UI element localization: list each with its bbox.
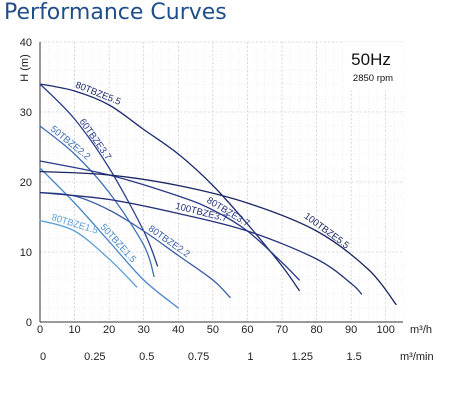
data-point-1 [73, 118, 76, 120]
data-point-4 [136, 286, 138, 288]
data-point-0 [212, 184, 214, 187]
x2-axis-label: m³/min [400, 351, 434, 363]
x-tick-label: 10 [68, 324, 80, 336]
x2-tick-label: 1.5 [346, 351, 361, 363]
data-point-0 [246, 223, 249, 225]
data-point-8 [108, 174, 110, 176]
x2-tick-label: 0.5 [139, 351, 154, 363]
y-tick-label: 10 [20, 247, 32, 259]
x-tick-label: 0 [37, 324, 43, 336]
data-point-6 [39, 160, 41, 162]
x2-tick-label: 0.25 [84, 351, 105, 363]
data-point-4 [73, 230, 76, 232]
data-point-7 [39, 191, 41, 194]
x-tick-label: 40 [172, 324, 184, 336]
x-tick-label: 50 [207, 324, 219, 336]
data-point-1 [39, 83, 41, 85]
data-point-6 [281, 261, 283, 264]
data-point-4 [39, 219, 41, 222]
x-tick-label: 90 [345, 324, 357, 336]
page-title: Performance Curves [4, 0, 227, 25]
x-tick-label: 60 [241, 324, 253, 336]
data-point-2 [108, 191, 110, 194]
x2-tick-label: 1.25 [292, 351, 313, 363]
data-point-6 [177, 195, 179, 197]
x2-tick-label: 0 [40, 351, 46, 363]
data-point-5 [212, 279, 214, 281]
x-tick-label: 100 [377, 324, 395, 336]
data-point-4 [108, 258, 110, 260]
data-point-7 [350, 282, 352, 285]
data-point-8 [246, 202, 249, 204]
x-tick-label: 20 [103, 324, 115, 336]
curve-label-8: 100TBZE5.5 [302, 211, 351, 252]
data-point-5 [143, 230, 145, 232]
x-tick-label: 30 [138, 324, 150, 336]
data-point-3 [73, 202, 76, 204]
x-tick-label: 70 [276, 324, 288, 336]
y-tick-label: 0 [26, 317, 32, 329]
y-axis-label: H (m) [19, 54, 31, 82]
data-point-2 [39, 125, 41, 127]
y-tick-label: 20 [20, 177, 32, 189]
data-point-8 [39, 170, 41, 173]
data-point-8 [395, 303, 397, 306]
x2-tick-label: 0.75 [188, 351, 209, 363]
data-point-5 [229, 296, 231, 299]
data-point-1 [156, 265, 159, 267]
data-point-5 [108, 209, 110, 211]
data-point-7 [246, 230, 249, 232]
data-point-7 [315, 258, 318, 260]
data-point-2 [153, 275, 155, 278]
data-point-0 [73, 90, 76, 92]
frequency-label: 50Hz [351, 50, 391, 69]
data-point-0 [177, 153, 179, 155]
data-point-8 [315, 230, 318, 232]
data-point-3 [177, 307, 179, 309]
data-point-0 [108, 104, 110, 106]
data-point-0 [298, 289, 300, 292]
data-point-7 [177, 212, 179, 215]
data-point-0 [281, 265, 283, 267]
x2-tick-label: 1 [247, 351, 253, 363]
speed-label: 2850 rpm [353, 73, 393, 84]
data-point-3 [143, 279, 145, 281]
x-axis-label: m³/h [410, 324, 432, 336]
data-point-8 [367, 268, 370, 271]
data-point-0 [143, 128, 145, 131]
data-point-2 [143, 244, 145, 246]
series-line-4 [39, 219, 138, 288]
x-tick-label: 80 [310, 324, 322, 336]
info-box [343, 42, 401, 88]
data-point-7 [360, 293, 363, 295]
data-point-5 [177, 254, 179, 257]
data-point-2 [73, 153, 76, 155]
y-tick-label: 30 [20, 107, 32, 119]
data-point-6 [212, 209, 214, 211]
data-point-7 [108, 198, 110, 201]
data-point-8 [177, 184, 179, 187]
data-point-1 [108, 167, 110, 169]
y-tick-label: 40 [20, 37, 32, 49]
data-point-3 [39, 167, 41, 169]
data-point-6 [298, 279, 300, 281]
data-point-3 [108, 240, 110, 243]
